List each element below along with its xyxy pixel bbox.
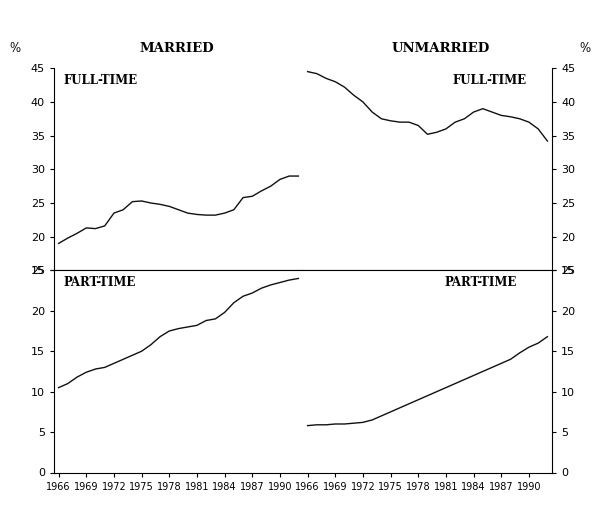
Text: PART-TIME: PART-TIME [445, 277, 517, 289]
Text: %: % [580, 42, 590, 55]
Text: MARRIED: MARRIED [140, 42, 214, 55]
Text: PART-TIME: PART-TIME [64, 277, 136, 289]
Text: UNMARRIED: UNMARRIED [392, 42, 490, 55]
Text: FULL-TIME: FULL-TIME [452, 75, 527, 87]
Text: %: % [10, 42, 20, 55]
Text: FULL-TIME: FULL-TIME [64, 75, 138, 87]
